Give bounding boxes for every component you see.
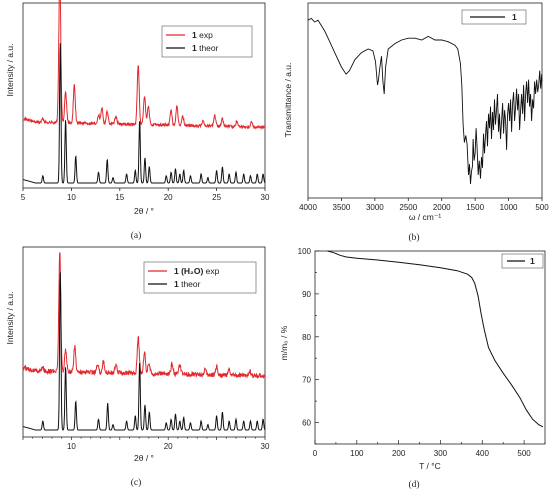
plot-frame — [22, 246, 266, 438]
x-tick-label: 300 — [434, 449, 448, 458]
x-ticks: 5 10 15 20 25 30 — [21, 188, 270, 202]
x-tick-label: 200 — [392, 449, 406, 458]
y-ticks: 60 70 80 90 100 — [298, 247, 319, 445]
y-axis-label: Intensity / a.u. — [5, 44, 15, 97]
x-tick-label: 3000 — [366, 203, 384, 212]
legend-box — [143, 261, 257, 294]
x-tick-label: 2500 — [399, 203, 417, 212]
legend-label-exp: 1 (H₂O) exp — [174, 266, 220, 276]
y-axis-label: m/m₀ / % — [279, 325, 289, 360]
legend-label-exp: 1 exp — [192, 30, 213, 40]
y-tick-label: 100 — [298, 247, 312, 256]
legend-label: 1 — [530, 256, 535, 266]
x-tick-label: 4000 — [299, 203, 317, 212]
panel-d: 0 100 200 300 400 500 60 70 80 90 100 T / °C m/m₀… — [279, 247, 546, 490]
panel-caption: (c) — [131, 477, 142, 488]
legend: 1 (H₂O) exp 1 theor — [143, 261, 257, 294]
x-tick-label: 5 — [21, 193, 26, 202]
panel-b: 4000 3500 3000 2500 2000 1500 1000 500 ω / cm⁻¹… — [283, 2, 549, 243]
x-tick-label: 0 — [313, 449, 318, 458]
x-tick-label: 10 — [67, 442, 76, 451]
panel-caption: (a) — [131, 230, 142, 241]
x-tick-label: 30 — [261, 193, 270, 202]
x-tick-label: 2000 — [433, 203, 451, 212]
legend-label-theor: 1 theor — [192, 43, 219, 53]
y-tick-label: 80 — [302, 333, 311, 342]
series-line-exp — [22, 0, 266, 131]
panel-c: 10 20 30 2θ / ° Intensity / a.u. (c) 1 (H₂… — [5, 246, 270, 488]
series-line-ir — [307, 17, 543, 185]
x-axis-label: ω / cm⁻¹ — [409, 212, 442, 222]
x-tick-label: 500 — [517, 449, 531, 458]
y-axis-label: Transmittance / a.u. — [283, 63, 293, 138]
x-tick-label: 25 — [212, 193, 221, 202]
x-tick-label: 400 — [476, 449, 490, 458]
x-axis-label: 2θ / ° — [134, 206, 154, 216]
x-tick-label: 1500 — [466, 203, 484, 212]
x-ticks: 10 20 30 — [22, 437, 270, 451]
x-ticks: 4000 3500 3000 2500 2000 1500 1000 500 — [299, 198, 549, 212]
plot-frame — [22, 2, 266, 189]
series-line-tga — [327, 250, 544, 428]
x-axis-label: 2θ / ° — [134, 453, 154, 463]
x-tick-label: 10 — [67, 193, 76, 202]
y-tick-label: 60 — [302, 419, 311, 428]
plot-frame — [314, 250, 546, 445]
legend-box — [161, 25, 253, 58]
x-ticks: 0 100 200 300 400 500 — [313, 440, 546, 458]
x-tick-label: 1000 — [500, 203, 518, 212]
x-tick-label: 20 — [164, 442, 173, 451]
series-line-theor — [22, 272, 266, 431]
panel-a: 5 10 15 20 25 30 2θ / ° Intensity / a.u. (a) … — [5, 0, 270, 241]
y-tick-label: 70 — [302, 376, 311, 385]
x-tick-label: 500 — [535, 203, 549, 212]
panel-caption: (d) — [408, 479, 419, 490]
y-axis-label: Intensity / a.u. — [5, 292, 15, 345]
x-tick-label: 20 — [164, 193, 173, 202]
x-tick-label: 30 — [261, 442, 270, 451]
legend: 1 — [501, 253, 544, 269]
panel-caption: (b) — [408, 232, 419, 243]
x-tick-label: 3500 — [333, 203, 351, 212]
legend: 1 — [461, 9, 527, 25]
legend: 1 exp 1 theor — [161, 25, 253, 58]
legend-label-theor: 1 theor — [174, 279, 201, 289]
x-tick-label: 15 — [115, 193, 124, 202]
plot-frame — [307, 2, 543, 199]
x-axis-label: T / °C — [419, 461, 441, 471]
series-line-exp — [22, 252, 266, 379]
series-line-theor — [22, 43, 266, 184]
x-tick-label: 100 — [350, 449, 364, 458]
legend-label: 1 — [512, 12, 517, 22]
y-tick-label: 90 — [302, 290, 311, 299]
